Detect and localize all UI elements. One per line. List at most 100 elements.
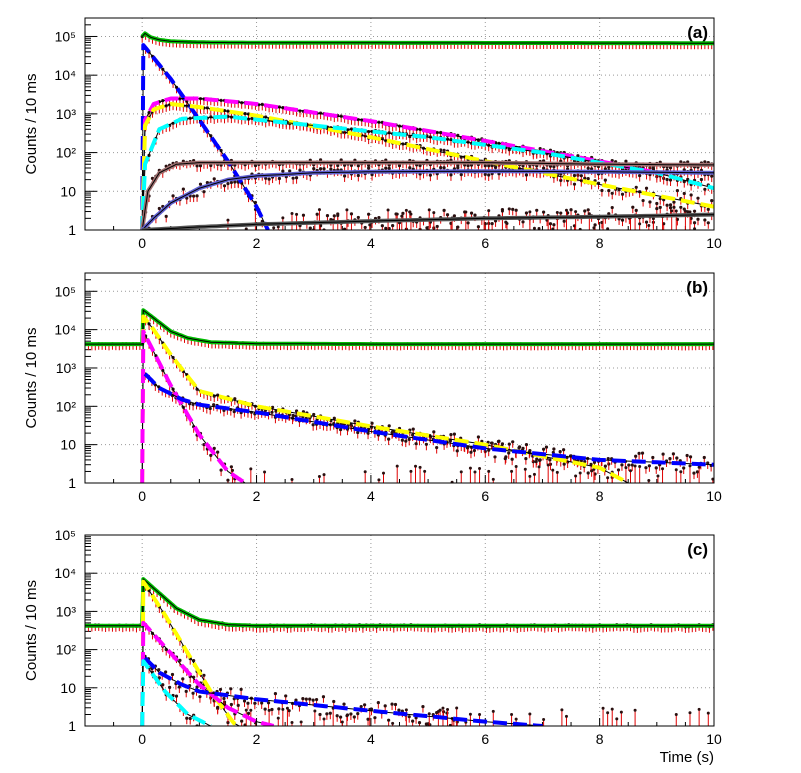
noise-point [381,471,385,475]
data-point [387,437,391,441]
data-point [212,403,216,407]
data-point [548,458,552,462]
y-tick-label: 1 [68,475,76,491]
noise-point [537,465,541,469]
data-point [270,410,274,414]
data-point [390,702,394,706]
noise-point [418,465,422,469]
data-point [456,225,460,229]
data-point [198,695,202,699]
plot-frame [84,534,715,727]
x-axis-label: Time (s) [660,749,714,766]
data-point [356,173,360,178]
y-tick-label: 10 [60,183,76,199]
noise-point [285,706,289,710]
x-tick-label: 6 [481,731,489,747]
data-point [209,453,213,457]
noise-point [697,707,701,711]
x-tick-label: 8 [596,488,604,504]
y-tick-label: 10² [56,398,77,414]
data-point [332,699,336,704]
noise-point [432,211,436,215]
data-point [393,702,398,707]
data-point [356,164,360,168]
data-point [397,164,402,168]
data-point [607,462,611,466]
data-point [387,718,391,722]
plot-area [85,308,714,483]
data-point [688,455,693,459]
noise-point [290,478,294,482]
data-point [397,708,401,712]
noise-point [427,208,431,212]
data-point [356,430,360,435]
data-point [490,222,494,226]
data-point [442,148,446,152]
data-point [489,441,494,445]
data-point [544,445,549,449]
plot-area [85,577,714,726]
y-tick-label: 10 [60,437,76,453]
data-point [226,182,230,186]
fit-curve-core [141,32,714,44]
data-point [661,452,665,456]
fit-curve-core [142,214,714,230]
y-tick-label: 10⁴ [54,565,76,581]
data-point [387,166,391,171]
y-tick-label: 10⁵ [55,283,76,299]
data-point [559,211,563,215]
data-point [541,447,546,451]
noise-point [377,478,381,482]
data-point [483,164,487,168]
data-point [157,206,161,211]
data-point [370,173,374,177]
y-tick-label: 10⁴ [54,67,76,83]
data-point [644,186,649,190]
data-point [424,722,428,726]
noise-point [647,224,651,228]
data-point [367,427,371,431]
data-point [435,224,439,229]
data-point [507,451,511,455]
data-point [487,173,491,177]
data-point [435,445,439,450]
x-tick-label: 2 [253,488,261,504]
data-point [703,218,707,222]
data-point [655,201,659,206]
data-point [606,456,610,461]
chart-panel-3: 0 2 4 6 8 10 1 10 10² 10³ 10⁴ 10⁵ Counts / 10 ms Time… [23,527,722,766]
noise-point [299,720,303,724]
data-point [318,167,323,171]
noise-point [468,712,472,716]
noise-point [514,465,518,469]
noise-point [226,218,230,222]
noise-point [487,209,491,213]
noise-point [317,475,321,479]
data-point [710,198,714,203]
data-point [583,209,587,213]
noise-point [514,717,518,721]
data-point [277,176,282,181]
data-point [294,176,299,180]
noise-point [395,464,399,468]
noise-point [276,225,280,229]
data-point [586,166,590,170]
data-point [253,701,257,705]
y-tick-label: 1 [68,718,76,734]
data-point [559,178,563,182]
data-point [620,192,625,196]
data-point [686,160,690,164]
noise-point [647,479,651,483]
noise-point [272,226,276,230]
data-point [531,459,535,464]
noise-point [537,227,541,230]
y-tick-label: 10² [56,145,77,161]
data-point [456,163,460,168]
noise-point [564,714,568,718]
data-point [325,712,329,716]
data-point [304,697,308,701]
data-point [648,200,652,204]
fit-curve-core [144,373,714,466]
noise-point [500,209,504,213]
